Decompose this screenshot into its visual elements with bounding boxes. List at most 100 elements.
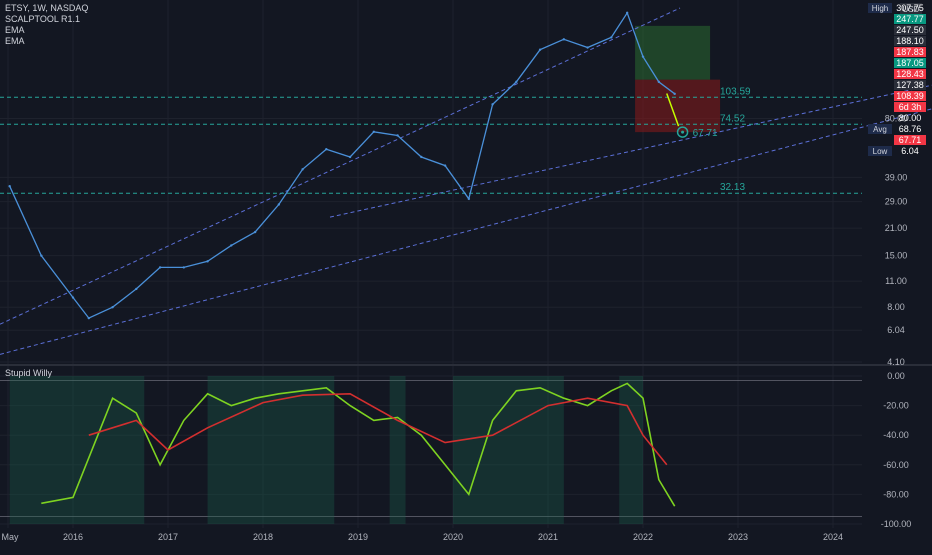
price-point — [625, 11, 629, 15]
price-tag-label: 247.50 — [896, 25, 924, 35]
price-point — [562, 38, 566, 41]
price-point — [206, 260, 209, 263]
price-tag-label: 247.77 — [896, 14, 924, 24]
price-point — [325, 147, 328, 151]
price-point — [443, 164, 447, 167]
price-point — [71, 296, 75, 299]
price-tag-label: 187.05 — [896, 58, 924, 68]
target-label: 67.71 — [693, 128, 718, 139]
trend-channels — [0, 7, 932, 355]
price-badge — [868, 124, 892, 134]
osc-tick-label: -40.00 — [883, 430, 909, 440]
price-tag-label: 80.00 — [899, 113, 922, 123]
price-scale: USD 4.10 6.04 8.00 11.00 15.00 21.00 29.00 39.00… — [868, 3, 926, 367]
osc-tick-label: -20.00 — [883, 401, 909, 411]
level-label: 74.52 — [720, 113, 745, 124]
legend-indicator-ema-2[interactable]: EMA — [5, 36, 25, 46]
price-point — [253, 230, 257, 234]
price-badge-label: Low — [873, 147, 888, 156]
price-tag — [894, 69, 926, 79]
osc-tick-label: -100.00 — [881, 519, 912, 529]
price-point — [230, 244, 233, 247]
price-tag — [894, 14, 926, 24]
price-tag-label: 127.38 — [896, 80, 924, 90]
price-tag-label: 6.04 — [901, 146, 919, 156]
projection-arrow — [666, 93, 680, 127]
price-tag-label: 67.71 — [899, 135, 922, 145]
target-dot — [681, 130, 685, 134]
time-tick-label: 2020 — [443, 532, 463, 542]
time-tick-label: 2022 — [633, 532, 653, 542]
price-tag — [894, 47, 926, 57]
oscillator-line — [88, 392, 668, 466]
price-tag-label: 307.75 — [896, 3, 924, 13]
price-tag — [894, 25, 926, 35]
price-tag — [894, 91, 926, 101]
price-line — [9, 11, 676, 319]
currency-badge — [900, 3, 922, 14]
time-tick-label: 2021 — [538, 532, 558, 542]
price-point — [135, 287, 138, 291]
oscillator-line — [41, 382, 676, 507]
time-tick-label: May — [1, 532, 19, 542]
price-point — [467, 197, 471, 201]
price-point — [641, 55, 645, 58]
price-tick-label: 29.00 — [885, 197, 908, 207]
price-point — [420, 155, 423, 159]
price-point — [87, 316, 91, 320]
time-tick-label: 2019 — [348, 532, 368, 542]
price-tag — [894, 36, 926, 46]
time-tick-label: 2016 — [63, 532, 83, 542]
channel-line — [329, 84, 932, 218]
price-tick-label: 21.00 — [885, 223, 908, 233]
price-badge — [868, 3, 892, 13]
price-badge-label: Avg — [873, 125, 887, 134]
price-point — [610, 36, 613, 39]
osc-zone — [9, 376, 145, 524]
price-tag-label: 187.83 — [896, 47, 924, 57]
price-tick-label: 11.00 — [885, 276, 907, 286]
legend-indicator-scalptool[interactable]: SCALPTOOL R1.1 — [5, 14, 81, 24]
osc-tick-label: -60.00 — [883, 460, 909, 470]
price-point — [396, 134, 399, 137]
legend-indicator-ema-1[interactable]: EMA — [5, 25, 25, 35]
oscillator-title[interactable]: Stupid Willy — [5, 368, 53, 378]
price-tick-label: 39.00 — [885, 172, 908, 182]
price-point — [111, 306, 114, 309]
price-point — [372, 130, 376, 133]
price-tag-label: 108.39 — [896, 91, 924, 101]
level-label: 32.13 — [720, 182, 745, 193]
osc-zone — [207, 376, 335, 524]
osc-tick-label: 0.00 — [887, 371, 905, 381]
price-tick-label: 15.00 — [885, 251, 908, 261]
price-point — [158, 266, 162, 269]
price-point — [40, 254, 43, 257]
price-point — [301, 168, 304, 171]
currency-label: USD — [903, 5, 920, 14]
price-tick-label: 8.00 — [887, 302, 905, 312]
price-tag-label: 68.76 — [899, 124, 922, 134]
price-point — [673, 92, 676, 96]
time-tick-label: 2017 — [158, 532, 178, 542]
price-point — [515, 80, 518, 84]
time-tick-label: 2024 — [823, 532, 843, 542]
price-tag — [894, 80, 926, 90]
osc-zone — [389, 376, 406, 524]
price-badge — [868, 146, 892, 156]
price-point — [586, 46, 589, 49]
price-point — [277, 203, 281, 206]
price-tag-label: 6d 3h — [899, 102, 922, 112]
price-tick-label: 80.00 — [885, 113, 908, 123]
price-point — [348, 155, 352, 159]
oscillator-panel: 0.00 -20.00 -40.00 -60.00 -80.00 -100.00 — [41, 371, 911, 529]
channel-line — [0, 7, 681, 325]
osc-zone — [619, 376, 643, 524]
price-point — [538, 48, 542, 51]
profit-zone — [635, 25, 711, 80]
target-marker — [676, 126, 689, 138]
price-point — [8, 185, 11, 188]
legend-symbol: ETSY, 1W, NASDAQ — [5, 3, 89, 13]
level-label: 103.59 — [720, 86, 751, 97]
